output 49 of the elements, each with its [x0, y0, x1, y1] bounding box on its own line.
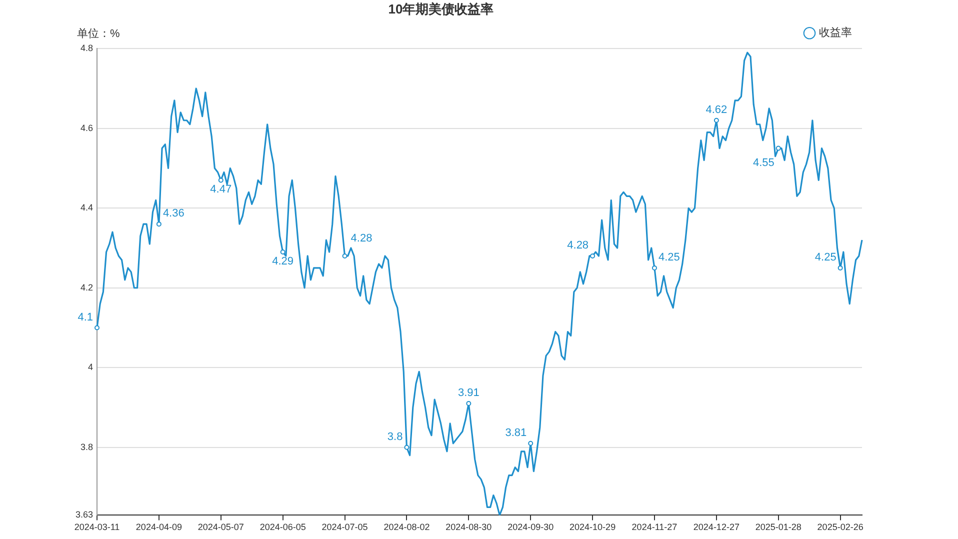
- y-tick-label: 4.2: [80, 282, 93, 292]
- data-label: 4.36: [162, 208, 184, 220]
- x-tick-label: 2024-05-07: [198, 522, 244, 532]
- x-tick-label: 2025-02-26: [817, 522, 864, 532]
- point: [714, 118, 719, 123]
- y-tick-label: 4.4: [80, 202, 93, 213]
- x-tick-label: 2024-07-05: [322, 522, 368, 532]
- point: [280, 249, 286, 254]
- x-tick-label: 2024-09-30: [508, 522, 554, 532]
- data-label: 3.8: [387, 430, 403, 443]
- x-tick-label: 2025-01-28: [755, 522, 802, 532]
- point: [156, 222, 162, 227]
- x-tick-label: 2024-03-11: [74, 522, 120, 532]
- data-label: 4.1: [78, 311, 94, 324]
- legend-label: 收益率: [819, 26, 852, 40]
- x-tick-label: 2024-06-05: [260, 522, 306, 532]
- x-tick-label: 2024-11-27: [632, 522, 678, 532]
- y-tick-label: 3.8: [80, 442, 93, 452]
- data-label: 3.81: [505, 426, 527, 439]
- y-tick-label: 3.63: [75, 510, 93, 520]
- y-axis-title: 单位：%: [77, 27, 120, 40]
- data-label: 4.25: [658, 251, 680, 264]
- point: [218, 178, 224, 183]
- point: [94, 325, 100, 330]
- y-tick-label: 4: [88, 362, 93, 372]
- data-label: 3.91: [458, 387, 480, 400]
- x-tick-label: 2024-04-09: [136, 522, 182, 532]
- x-tick-label: 2024-12-27: [693, 522, 740, 532]
- x-tick-label: 2024-08-30: [446, 522, 492, 532]
- data-label: 4.29: [272, 256, 294, 268]
- point: [838, 265, 843, 270]
- x-tick-label: 2024-10-29: [570, 522, 616, 532]
- data-label: 4.28: [567, 240, 589, 252]
- y-tick-label: 4.8: [80, 43, 93, 54]
- data-label: 4.25: [814, 251, 836, 264]
- point: [404, 444, 410, 450]
- point: [342, 253, 348, 258]
- point: [652, 265, 657, 270]
- data-label: 4.55: [752, 156, 774, 169]
- y-tick-label: 4.6: [80, 122, 93, 133]
- chart-title: 10年期美债收益率: [388, 1, 494, 16]
- data-label: 4.47: [210, 184, 232, 196]
- x-tick-label: 2024-08-02: [384, 522, 430, 532]
- point: [528, 440, 534, 446]
- data-label: 4.62: [706, 104, 728, 116]
- point: [466, 401, 472, 406]
- data-label: 4.28: [350, 232, 372, 245]
- point: [590, 253, 596, 258]
- point: [776, 146, 781, 151]
